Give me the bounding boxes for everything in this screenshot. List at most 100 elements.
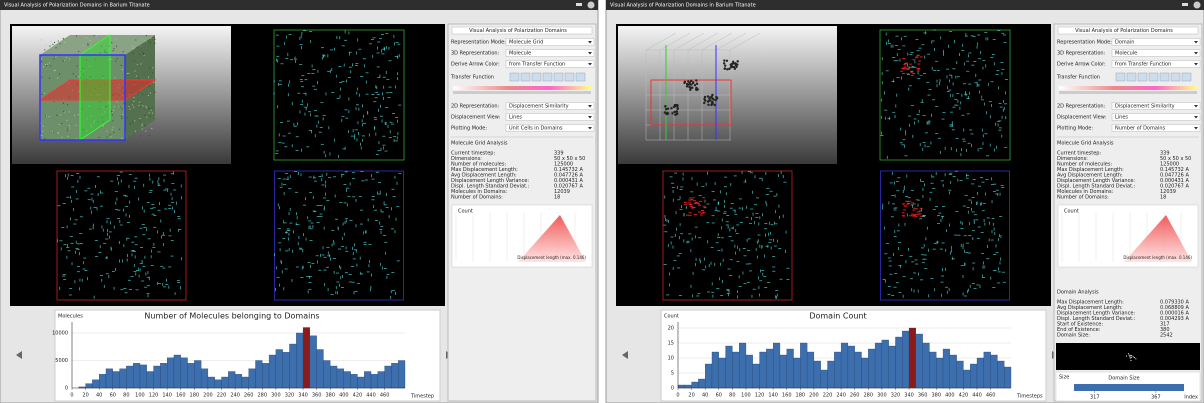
domain-pixel xyxy=(1129,356,1130,357)
molecule xyxy=(140,63,141,64)
domain-pixel xyxy=(1130,355,1131,356)
domain-blob xyxy=(667,113,669,115)
domain-blob xyxy=(670,107,672,109)
x-tick-label: 460 xyxy=(986,393,996,399)
x-tick-label: 40 xyxy=(702,393,708,399)
bar xyxy=(255,361,262,389)
bar xyxy=(909,328,916,388)
domain-blob xyxy=(711,103,713,105)
bar xyxy=(262,363,269,388)
view-2d-frame xyxy=(663,171,792,300)
bar xyxy=(970,364,977,388)
y-tick-label: 10000 xyxy=(52,331,68,337)
bar xyxy=(317,350,324,389)
minimize-button[interactable] xyxy=(1182,3,1188,6)
molecule xyxy=(151,110,152,111)
bar xyxy=(678,385,685,388)
tf-tool-button[interactable] xyxy=(554,73,563,81)
molecule xyxy=(64,60,65,61)
molecule xyxy=(122,69,123,70)
molecule xyxy=(67,136,68,137)
bar xyxy=(719,358,726,388)
bar xyxy=(269,355,276,388)
bar xyxy=(991,355,998,388)
molecule xyxy=(67,104,68,105)
x-tick-label: 380 xyxy=(325,393,335,399)
tf-tool-button[interactable] xyxy=(1182,73,1191,81)
bar xyxy=(760,352,767,388)
x-tick-label: 200 xyxy=(203,393,213,399)
x-tick-label: 220 xyxy=(217,393,227,399)
bar xyxy=(323,361,330,389)
y-tick-label: 5 xyxy=(671,371,674,377)
molecule xyxy=(150,43,151,44)
tf-tool-button[interactable] xyxy=(576,73,585,81)
molecule xyxy=(140,120,141,121)
domain-blob xyxy=(737,60,739,62)
page: Visual Analysis of Polarization Domains … xyxy=(0,0,1204,403)
bar xyxy=(126,366,133,388)
x-tick-label: 300 xyxy=(877,393,887,399)
bar xyxy=(371,374,378,388)
domain-blob xyxy=(686,83,688,85)
tf-tool-button[interactable] xyxy=(1116,73,1125,81)
domain-blob xyxy=(695,79,697,81)
x-tick-label: 420 xyxy=(353,393,363,399)
x-tick-label: 100 xyxy=(741,393,751,399)
tf-tool-button[interactable] xyxy=(1127,73,1136,81)
dropdown-value: Domain xyxy=(1115,40,1134,46)
bar xyxy=(86,384,93,388)
x-tick-label: 80 xyxy=(123,393,129,399)
histogram-x-label: Displacement length (max. 0.146) xyxy=(1123,255,1192,260)
setting-label: 3D Representation: xyxy=(1057,51,1106,57)
x-tick-label: 400 xyxy=(945,393,955,399)
tf-tool-button[interactable] xyxy=(565,73,574,81)
bar xyxy=(739,343,746,388)
bar xyxy=(289,344,296,388)
x-tick-label: 240 xyxy=(836,393,846,399)
molecule xyxy=(144,125,145,126)
molecule xyxy=(149,86,150,87)
bar xyxy=(228,372,235,389)
domain-blob xyxy=(707,104,709,106)
molecule xyxy=(148,95,149,96)
molecule xyxy=(69,111,70,112)
bar xyxy=(167,358,174,388)
molecule xyxy=(103,125,104,126)
close-button[interactable] xyxy=(1194,2,1201,9)
x-axis-label: Timesteps xyxy=(1016,394,1043,400)
tf-tool-button[interactable] xyxy=(1138,73,1147,81)
molecule xyxy=(62,37,63,38)
minimize-button[interactable] xyxy=(576,3,582,6)
x-tick-label: 100 xyxy=(135,393,145,399)
x-tick-label: 340 xyxy=(904,393,914,399)
bar xyxy=(174,355,181,388)
molecule xyxy=(53,101,54,102)
molecule xyxy=(150,115,151,116)
x-tick-label: 317 xyxy=(1090,395,1100,401)
tf-tool-button[interactable] xyxy=(543,73,552,81)
molecule xyxy=(67,128,68,129)
tf-tool-button[interactable] xyxy=(521,73,530,81)
bar xyxy=(330,366,337,388)
molecule xyxy=(86,37,87,38)
stat-value: 18 xyxy=(554,195,560,201)
molecule xyxy=(152,113,153,114)
x-tick-label: 120 xyxy=(755,393,765,399)
tf-tool-button[interactable] xyxy=(532,73,541,81)
molecule xyxy=(94,35,95,36)
molecule xyxy=(149,108,150,109)
x-tick-label: 160 xyxy=(782,393,792,399)
domain-size-y-label: Size xyxy=(1059,375,1069,381)
tf-tool-button[interactable] xyxy=(1171,73,1180,81)
tf-tool-button[interactable] xyxy=(510,73,519,81)
tf-tool-button[interactable] xyxy=(1149,73,1158,81)
stat-label: Number of Domains: xyxy=(1057,195,1109,201)
molecule xyxy=(127,117,128,118)
molecule xyxy=(90,40,91,41)
x-tick-label: 460 xyxy=(380,393,390,399)
molecule xyxy=(111,42,112,43)
close-button[interactable] xyxy=(588,2,595,9)
molecule xyxy=(142,105,143,106)
tf-tool-button[interactable] xyxy=(1160,73,1169,81)
